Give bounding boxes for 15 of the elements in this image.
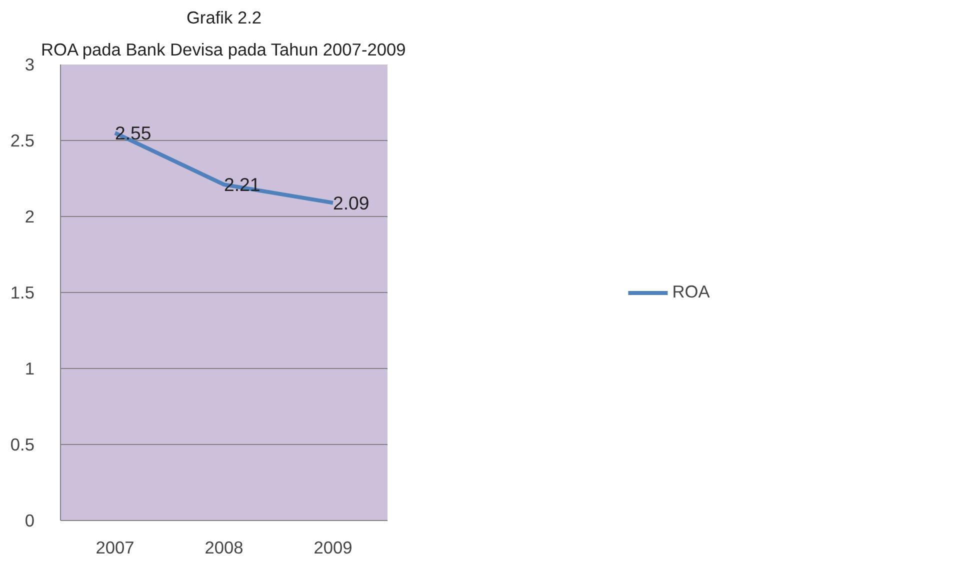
y-tick-label: 1.5 (10, 282, 35, 302)
y-tick-label: 2 (24, 206, 35, 226)
chart-subtitle: ROA pada Bank Devisa pada Tahun 2007-2009 (40, 40, 406, 60)
data-label: 2.09 (333, 192, 370, 214)
y-tick-label: 0 (24, 510, 35, 530)
chart-title: Grafik 2.2 (186, 8, 262, 28)
legend-label: ROA (672, 282, 710, 302)
y-tick-label: 1 (24, 358, 35, 378)
x-tick-label: 2009 (314, 538, 352, 558)
y-tick-label: 3 (24, 54, 35, 74)
y-tick-label: 0.5 (10, 434, 35, 454)
y-tick-label: 2.5 (10, 130, 35, 150)
x-tick-label: 2008 (204, 538, 244, 558)
data-label: 2.55 (115, 122, 152, 144)
x-tick-label: 2007 (96, 538, 134, 558)
